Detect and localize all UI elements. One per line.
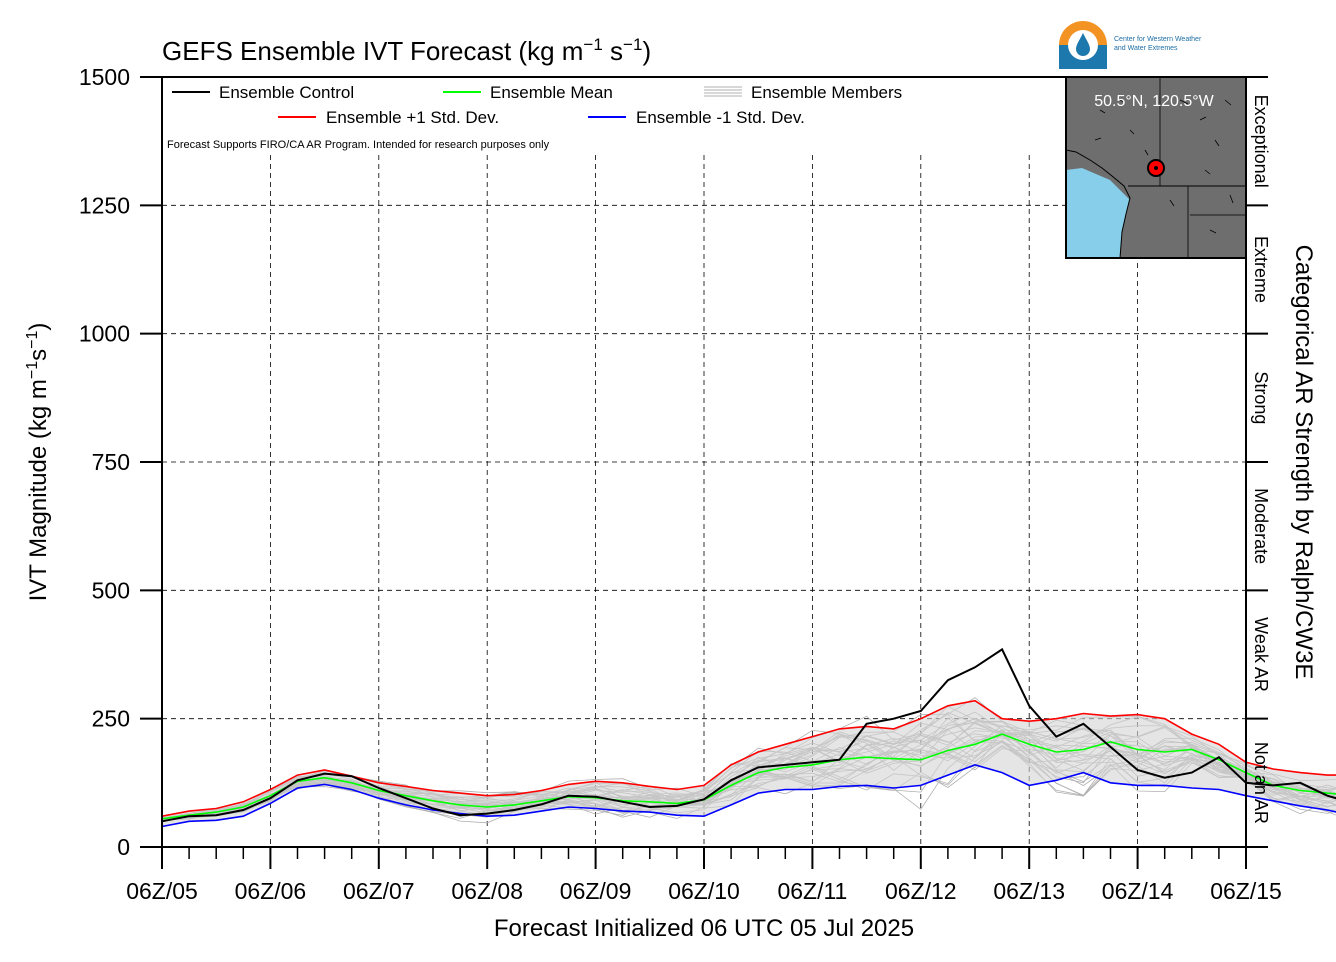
legend-swatch-members [704, 86, 742, 97]
disclaimer-note: Forecast Supports FIRO/CA AR Program. In… [167, 139, 550, 151]
logo-org-line2: and Water Extremes [1114, 45, 1178, 52]
y-axis-title: IVT Magnitude (kg m−1s−1) [24, 323, 52, 602]
y-tick-label: 0 [117, 834, 130, 860]
x-tick-label: 06Z/15 [1210, 878, 1282, 904]
legend-label-minus-std: Ensemble -1 Std. Dev. [636, 108, 805, 127]
x-tick-label: 06Z/13 [993, 878, 1065, 904]
x-tick-label: 06Z/09 [560, 878, 632, 904]
category-label: Moderate [1251, 488, 1271, 564]
x-axis: 06Z/05 06Z/06 06Z/07 06Z/08 06Z/09 06Z/10 06Z/… [126, 847, 1282, 904]
y-axis: 0 250 500 750 1000 1250 1500 [79, 64, 162, 860]
map-lakes-rivers [1094, 99, 1234, 234]
x-tick-label: 06Z/12 [885, 878, 957, 904]
category-label: Not an AR [1251, 742, 1271, 824]
x-tick-label: 06Z/05 [126, 878, 198, 904]
x-tick-label: 06Z/08 [451, 878, 523, 904]
map-coastline [1065, 149, 1131, 259]
map-ocean [1066, 168, 1130, 258]
legend-label-control: Ensemble Control [219, 83, 354, 102]
y-tick-label: 1500 [79, 64, 130, 90]
category-label: Strong [1251, 371, 1271, 424]
category-label: Weak AR [1251, 617, 1271, 692]
right-axis-title: Categorical AR Strength by Ralph/CW3E [1290, 245, 1317, 680]
legend: Ensemble Control Ensemble Mean Ensemble … [167, 83, 902, 151]
x-axis-title: Forecast Initialized 06 UTC 05 Jul 2025 [494, 915, 914, 942]
std-band [162, 700, 1336, 827]
category-axis: Not an AR Weak AR Moderate Strong Extreme Exc… [1246, 76, 1271, 848]
logo-org-line1: Center for Western Weather [1114, 36, 1202, 43]
y-tick-label: 1250 [79, 192, 130, 218]
chart-title: GEFS Ensemble IVT Forecast (kg m−1 s−1) [162, 35, 651, 66]
legend-label-plus-std: Ensemble +1 Std. Dev. [326, 108, 499, 127]
y-tick-label: 250 [92, 706, 130, 732]
cw3e-logo: Center for Western Weather and Water Ext… [1059, 21, 1202, 69]
x-tick-label: 06Z/06 [235, 878, 307, 904]
water-drop-icon [1076, 33, 1090, 56]
legend-label-mean: Ensemble Mean [490, 83, 613, 102]
x-tick-label: 06Z/11 [777, 878, 847, 904]
category-label: Exceptional [1251, 95, 1271, 188]
x-tick-label: 06Z/10 [668, 878, 740, 904]
inset-map: 50.5°N, 120.5°W [1065, 76, 1247, 259]
map-marker [1147, 159, 1165, 177]
x-tick-label: 06Z/14 [1102, 878, 1174, 904]
category-label: Extreme [1251, 236, 1271, 303]
y-tick-label: 500 [92, 577, 130, 603]
y-tick-label: 750 [92, 449, 130, 475]
y-tick-label: 1000 [79, 321, 130, 347]
map-coordinate-label: 50.5°N, 120.5°W [1094, 93, 1214, 110]
legend-label-members: Ensemble Members [751, 83, 902, 102]
x-tick-label: 06Z/07 [343, 878, 415, 904]
